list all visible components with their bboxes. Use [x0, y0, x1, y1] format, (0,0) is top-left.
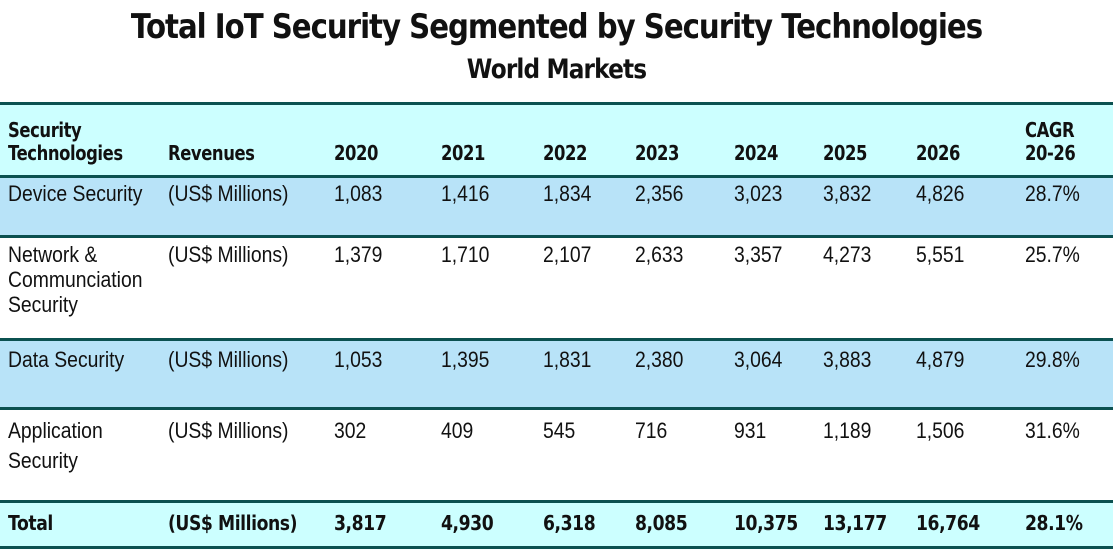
value-2022: 1,834 — [543, 181, 592, 206]
value-2021: 1,395 — [441, 347, 490, 372]
header-2025: 2025 — [823, 141, 868, 165]
value-2022: 2,107 — [543, 242, 592, 267]
table-header-row: Security Technologies Revenues 2020 2021… — [0, 102, 1113, 175]
total-unit: (US$ Millions) — [168, 511, 298, 535]
table-total-row: Total (US$ Millions) 3,817 4,930 6,318 8… — [0, 500, 1113, 549]
value-2025: 4,273 — [823, 242, 872, 267]
value-2020: 1,053 — [334, 347, 383, 372]
total-label: Total — [8, 511, 53, 535]
value-2026: 4,826 — [916, 181, 965, 206]
value-2024: 3,064 — [734, 347, 783, 372]
total-2024: 10,375 — [734, 511, 798, 535]
header-cagr: CAGR 20-26 — [1025, 118, 1076, 165]
header-security-technologies: Security Technologies — [8, 118, 123, 165]
header-2021: 2021 — [441, 141, 486, 165]
value-2022: 545 — [543, 418, 576, 443]
row-unit: (US$ Millions) — [168, 347, 289, 372]
value-2026: 4,879 — [916, 347, 965, 372]
value-2025: 3,832 — [823, 181, 872, 206]
row-technology: Device Security — [8, 181, 143, 206]
row-technology: Application Security — [8, 418, 103, 473]
header-2022: 2022 — [543, 141, 588, 165]
value-2024: 931 — [734, 418, 767, 443]
value-2023: 2,356 — [635, 181, 684, 206]
value-2024: 3,357 — [734, 242, 783, 267]
total-2025: 13,177 — [823, 511, 887, 535]
value-2020: 1,379 — [334, 242, 383, 267]
header-2026: 2026 — [916, 141, 961, 165]
value-2020: 1,083 — [334, 181, 383, 206]
value-cagr: 28.7% — [1025, 181, 1080, 206]
value-cagr: 25.7% — [1025, 242, 1080, 267]
table-row: Network & Communciation Security (US$ Mi… — [0, 235, 1113, 338]
market-table: Security Technologies Revenues 2020 2021… — [0, 102, 1113, 549]
value-2023: 716 — [635, 418, 668, 443]
header-2023: 2023 — [635, 141, 680, 165]
header-2024: 2024 — [734, 141, 779, 165]
value-2020: 302 — [334, 418, 367, 443]
row-unit: (US$ Millions) — [168, 418, 289, 443]
value-2022: 1,831 — [543, 347, 592, 372]
row-technology: Network & Communciation Security — [8, 242, 143, 317]
total-2020: 3,817 — [334, 511, 387, 535]
total-2026: 16,764 — [916, 511, 980, 535]
table-row: Data Security (US$ Millions) 1,053 1,395… — [0, 338, 1113, 407]
table-row: Application Security (US$ Millions) 302 … — [0, 407, 1113, 500]
value-2023: 2,380 — [635, 347, 684, 372]
header-2020: 2020 — [334, 141, 379, 165]
row-unit: (US$ Millions) — [168, 181, 289, 206]
page-subtitle: World Markets — [466, 54, 647, 85]
value-2021: 1,710 — [441, 242, 490, 267]
value-2021: 409 — [441, 418, 474, 443]
total-2023: 8,085 — [635, 511, 688, 535]
value-cagr: 29.8% — [1025, 347, 1080, 372]
row-unit: (US$ Millions) — [168, 242, 289, 267]
value-2026: 1,506 — [916, 418, 965, 443]
value-2025: 3,883 — [823, 347, 872, 372]
value-cagr: 31.6% — [1025, 418, 1080, 443]
page-title: Total IoT Security Segmented by Security… — [130, 7, 983, 47]
header-revenues: Revenues — [168, 141, 255, 165]
row-technology: Data Security — [8, 347, 125, 372]
value-2021: 1,416 — [441, 181, 490, 206]
total-cagr: 28.1% — [1025, 511, 1083, 535]
value-2024: 3,023 — [734, 181, 783, 206]
total-2021: 4,930 — [441, 511, 494, 535]
value-2026: 5,551 — [916, 242, 965, 267]
value-2025: 1,189 — [823, 418, 872, 443]
value-2023: 2,633 — [635, 242, 684, 267]
table-row: Device Security (US$ Millions) 1,083 1,4… — [0, 175, 1113, 235]
total-2022: 6,318 — [543, 511, 596, 535]
